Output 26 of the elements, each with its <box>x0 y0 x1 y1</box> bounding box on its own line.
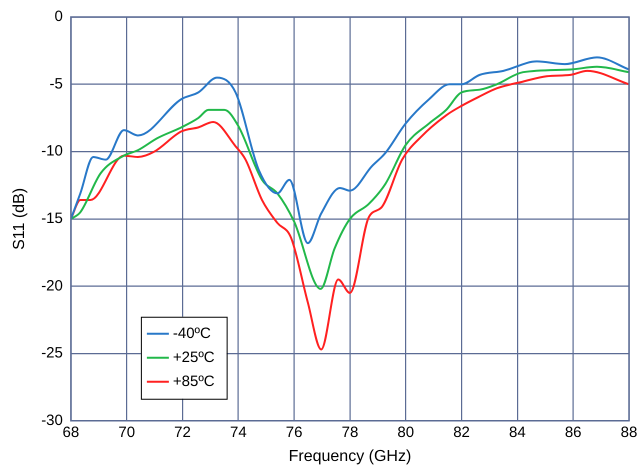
y-axis-title: S11 (dB) <box>11 188 28 250</box>
y-tick-label: -10 <box>41 142 63 160</box>
y-tick-label: -5 <box>50 75 63 92</box>
y-tick-label: -30 <box>41 412 63 429</box>
x-tick-label: 82 <box>453 424 470 441</box>
x-tick-label: 76 <box>286 424 302 441</box>
x-tick-label: 72 <box>174 424 191 441</box>
x-tick-label: 78 <box>342 424 358 441</box>
x-tick-label: 68 <box>62 424 80 441</box>
x-tick-label: 70 <box>118 424 136 441</box>
legend-label: +25ºC <box>172 348 215 366</box>
x-tick-label: 88 <box>620 424 638 441</box>
legend-label: -40ºC <box>172 324 212 342</box>
x-tick-label: 86 <box>564 424 582 441</box>
y-tick-label: -20 <box>41 277 63 294</box>
line-series <box>70 70 629 350</box>
y-tick-label: 0 <box>54 8 63 26</box>
x-tick-label: 80 <box>397 424 414 441</box>
x-tick-label: 74 <box>230 424 247 441</box>
line-series <box>70 66 629 290</box>
y-tick-label: -15 <box>41 210 63 228</box>
line-series <box>70 56 629 244</box>
legend-label: +85ºC <box>172 372 215 390</box>
y-tick-label: -25 <box>41 344 63 362</box>
x-tick-label: 84 <box>509 424 526 441</box>
x-axis-title: Frequency (GHz) <box>288 448 412 465</box>
